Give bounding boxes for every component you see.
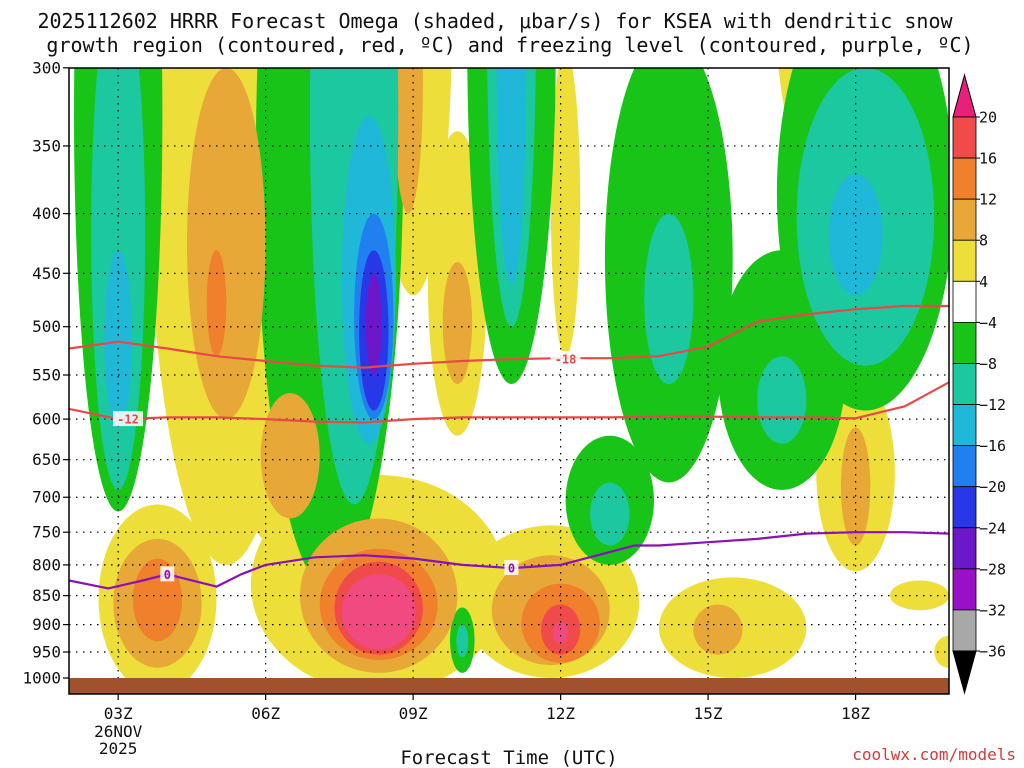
y-tick-label-550: 550 — [32, 366, 61, 385]
colorbar-label-0: 20 — [979, 109, 997, 127]
colorbar-bin-1 — [952, 157, 977, 200]
colorbar: 20 16 12 8 4 −4 −8 −12 −16 −20 −24 −28 −32 −36 — [952, 73, 1006, 695]
contour-0 — [69, 531, 949, 590]
x-tick-label-12Z: 12Z — [546, 704, 575, 723]
colorbar-bin-9 — [952, 486, 977, 529]
colorbar-top-triangle — [952, 73, 977, 118]
colorbar-bin-11 — [952, 568, 977, 611]
colorbar-label-7: −12 — [979, 396, 1006, 414]
colorbar-bin-2 — [952, 198, 977, 241]
isotherm-contours: -18 -12 0 0 — [69, 304, 949, 590]
y-tick-label-300: 300 — [32, 58, 61, 77]
omega-region-34 — [644, 213, 694, 385]
contour-label-bg-2 — [160, 566, 175, 582]
x-tick-label-15Z: 15Z — [694, 704, 723, 723]
colorbar-bin-12 — [952, 609, 977, 652]
omega-region-51 — [553, 621, 568, 645]
omega-region-39 — [206, 250, 227, 357]
y-tick-label-500: 500 — [32, 317, 61, 336]
omega-region-38 — [456, 624, 469, 658]
omega-region-26 — [260, 393, 320, 519]
y-tick-label-350: 350 — [32, 136, 61, 155]
colorbar-bin-10 — [952, 527, 977, 570]
colorbar-label-4: 4 — [979, 273, 988, 291]
x-tick-label-03Z: 03Z — [104, 704, 133, 723]
x-axis-label: Forecast Time (UTC) — [400, 747, 617, 768]
x-tick-label-06Z: 06Z — [251, 704, 280, 723]
omega-region-45 — [496, 68, 527, 285]
contour-label-bg-3 — [504, 560, 519, 576]
colorbar-bin-0 — [952, 116, 977, 159]
y-tick-label-600: 600 — [32, 410, 61, 429]
colorbar-bin-8 — [952, 445, 977, 488]
y-tick-label-650: 650 — [32, 450, 61, 469]
y-tick-label-900: 900 — [32, 615, 61, 634]
chart-title-line2: growth region (contoured, red, ºC) and f… — [46, 33, 973, 57]
y-tick-label-400: 400 — [32, 204, 61, 223]
colorbar-bin-7 — [952, 404, 977, 447]
y-tick-label-1000: 1000 — [22, 669, 61, 688]
x-tick-label-09Z: 09Z — [399, 704, 428, 723]
y-tick-label-800: 800 — [32, 555, 61, 574]
omega-region-37 — [590, 482, 630, 546]
omega-region-22 — [187, 68, 266, 420]
colorbar-bin-4 — [952, 280, 977, 323]
contour-label-1: -12 — [117, 413, 139, 427]
chart-title-line1: 2025112602 HRRR Forecast Omega (shaded, … — [37, 9, 953, 33]
contour--18 — [69, 304, 949, 369]
y-tick-label-450: 450 — [32, 264, 61, 283]
colorbar-label-8: −16 — [979, 437, 1006, 455]
colorbar-bin-3 — [952, 239, 977, 282]
omega-region-30 — [693, 604, 743, 655]
contour--12 — [69, 381, 949, 424]
omega-shading — [74, 68, 949, 693]
colorbar-label-12: −32 — [979, 601, 1006, 619]
credit-link[interactable]: coolwx.com/models — [852, 745, 1016, 764]
colorbar-label-13: −36 — [979, 643, 1006, 661]
y-tick-label-700: 700 — [32, 488, 61, 507]
colorbar-bottom-triangle — [952, 650, 977, 695]
omega-region-40 — [132, 558, 183, 642]
contour-label-bg-1 — [112, 411, 143, 427]
ground-terrain — [69, 678, 949, 694]
colorbar-label-5: −4 — [979, 314, 997, 332]
colorbar-bin-6 — [952, 363, 977, 405]
y-axis: 2503003504004505005506006507007508008509… — [22, 58, 69, 688]
omega-region-50 — [341, 574, 416, 650]
y-tick-label-850: 850 — [32, 586, 61, 605]
x-tick-date: 26NOV — [94, 722, 143, 741]
y-tick-label-950: 950 — [32, 643, 61, 662]
omega-region-23 — [393, 68, 423, 214]
omega-region-43 — [104, 250, 132, 428]
contour-label-0: -18 — [555, 353, 577, 367]
colorbar-label-2: 12 — [979, 191, 997, 209]
colorbar-bin-5 — [952, 321, 977, 364]
colorbar-label-1: 16 — [979, 150, 997, 168]
colorbar-label-9: −20 — [979, 478, 1006, 496]
omega-region-12 — [934, 635, 949, 668]
colorbar-label-3: 8 — [979, 232, 988, 250]
x-tick-label-18Z: 18Z — [841, 704, 870, 723]
omega-region-46 — [828, 174, 883, 296]
colorbar-label-6: −8 — [979, 355, 997, 373]
omega-region-25 — [840, 427, 871, 546]
y-tick-label-750: 750 — [32, 523, 61, 542]
x-tick-year: 2025 — [99, 739, 138, 758]
omega-region-11 — [890, 580, 949, 611]
colorbar-label-11: −28 — [979, 560, 1006, 578]
omega-region-35 — [757, 356, 807, 444]
contour-label-2: 0 — [164, 568, 171, 582]
omega-region-53 — [365, 273, 382, 376]
contour-label-3: 0 — [508, 562, 515, 576]
contour-label-bg-0 — [550, 351, 581, 367]
colorbar-label-10: −24 — [979, 519, 1006, 537]
omega-region-3 — [550, 68, 581, 357]
omega-region-24 — [442, 261, 473, 385]
plot-frame — [68, 67, 950, 695]
